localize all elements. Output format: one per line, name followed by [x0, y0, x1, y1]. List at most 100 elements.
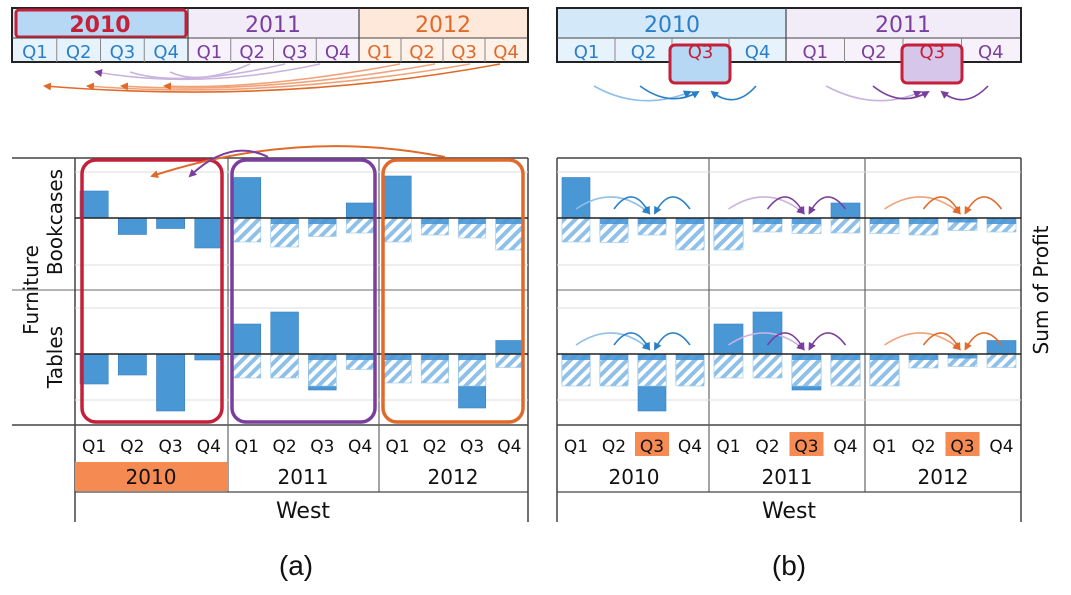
b-header-quarter-q3-2010[interactable]: Q3 — [688, 42, 714, 63]
a-bars-ghost-bookcases-2011-q4 — [345, 217, 375, 234]
header-quarter-q4-2011[interactable]: Q4 — [325, 42, 351, 63]
panel-a-header-arcs — [43, 63, 501, 93]
quarter-q3-2010-selection[interactable] — [668, 43, 732, 85]
b-bars-bar-bookcases-2010-q1 — [561, 177, 591, 219]
b-year-label-2011[interactable]: 2011 — [875, 13, 931, 38]
subcategory-label-tables: Tables — [43, 326, 67, 389]
b-quarter-axis-tick-q1-2012: Q1 — [872, 437, 896, 457]
header-quarter-q1-2010[interactable]: Q1 — [22, 42, 48, 63]
measure-label-sum-of-profit: Sum of Profit — [1029, 225, 1053, 354]
b-quarter-axis-tick-q2-2011: Q2 — [755, 437, 779, 457]
a-quarter-axis-tick-q2-2012: Q2 — [423, 437, 447, 457]
b-bars-ghost-tables-2011-q2 — [752, 353, 783, 379]
b-quarter-axis-tick-q1-2011: Q1 — [716, 437, 740, 457]
a-bars-ghost-tables-2011-q2 — [270, 353, 299, 379]
b-quarter-axis-highlight-2010 — [635, 432, 669, 456]
year-label-2012[interactable]: 2012 — [415, 13, 471, 38]
a-bars-bar-bookcases-2012-q1 — [383, 175, 412, 219]
b-arc-tables-2012 — [964, 332, 1003, 351]
b-arc-bookcases-2011 — [728, 196, 806, 215]
a-quarter-axis-tick-q3-2010: Q3 — [159, 437, 183, 457]
header-quarter-q1-2012[interactable]: Q1 — [367, 42, 393, 63]
header-quarter-q1-2011[interactable]: Q1 — [197, 42, 223, 63]
b-header-quarter-q1-2010[interactable]: Q1 — [574, 42, 600, 63]
a-bars-bar-tables-2012-q4 — [495, 340, 524, 355]
year-label-2010[interactable]: 2010 — [69, 13, 130, 38]
panel-b-header: 2010 2011 Q1 Q2 Q3 Q4 Q1 Q2 Q3 Q4 — [556, 7, 1022, 85]
b-header-quarter-q4-2010[interactable]: Q4 — [745, 42, 771, 63]
arc-2011-to-2010 — [188, 149, 269, 178]
b-arc-bookcases-2011 — [808, 196, 847, 215]
a-quarter-axis-tick-q4-2010: Q4 — [197, 437, 221, 457]
panel-a-chart: Furniture Bookcases Tables Q1 Q2 Q3 Q4 Q1 Q2 Q… — [12, 145, 529, 524]
b-header-quarter-q3-2011[interactable]: Q3 — [919, 42, 945, 63]
subcategory-label-bookcases: Bookcases — [43, 169, 67, 275]
b-year-label-2010[interactable]: 2010 — [644, 13, 700, 38]
b-header-quarter-q2-2010[interactable]: Q2 — [631, 42, 657, 63]
b-quarter-axis-tick-q3-2010: Q3 — [640, 437, 664, 457]
b-bars-ghost-tables-2012-q4 — [986, 353, 1017, 368]
year-2010-selection-box[interactable] — [14, 8, 188, 39]
quarter-q3-2011-selection[interactable] — [900, 43, 964, 85]
selection-box-2012 — [381, 158, 525, 424]
b-header-quarter-q2-2011[interactable]: Q2 — [861, 42, 887, 63]
b-header-quarter-q1-2011[interactable]: Q1 — [802, 42, 828, 63]
a-quarter-axis-tick-q1-2011: Q1 — [235, 437, 259, 457]
region-label-west: West — [276, 499, 330, 524]
year-label-2011[interactable]: 2011 — [245, 13, 301, 38]
b-quarter-axis-tick-q3-2012: Q3 — [950, 437, 974, 457]
selection-box-2010 — [80, 158, 224, 424]
b-arc-bookcases-2010 — [654, 196, 691, 215]
header-quarter-q2-2011[interactable]: Q2 — [239, 42, 265, 63]
b-arc-bookcases-2011 — [766, 196, 805, 215]
b-region-label-west: West — [762, 499, 816, 524]
b-quarter-axis-tick-q2-2010: Q2 — [602, 437, 626, 457]
b-quarter-axis-tick-q3-2011: Q3 — [794, 437, 818, 457]
a-bars-bar-bookcases-2010-q1 — [79, 190, 109, 219]
a-quarter-axis-tick-q2-2010: Q2 — [120, 437, 144, 457]
a-bars-bar-tables-2010-q1 — [79, 353, 109, 385]
b-header-quarter-q4-2011[interactable]: Q4 — [978, 42, 1004, 63]
b-quarter-axis-tick-q4-2011: Q4 — [833, 437, 857, 457]
header-quarter-q2-2012[interactable]: Q2 — [409, 42, 435, 63]
b-bars-ghost-bookcases-2010-q1 — [561, 217, 591, 243]
b-arc-bookcases-2010 — [613, 196, 650, 215]
header-quarter-q4-2010[interactable]: Q4 — [153, 42, 179, 63]
a-quarter-axis-tick-q3-2012: Q3 — [460, 437, 484, 457]
a-quarter-axis-tick-q1-2010: Q1 — [82, 437, 106, 457]
a-bars-bar-tables-2011-q1 — [232, 323, 262, 355]
a-quarter-axis-tick-q2-2011: Q2 — [273, 437, 297, 457]
panel-b-header-arcs — [593, 85, 989, 102]
caption-b: (b) — [772, 550, 806, 581]
b-arc-tables-2012 — [922, 332, 961, 351]
header-quarter-q2-2010[interactable]: Q2 — [66, 42, 92, 63]
b-arc-tables-2011 — [808, 332, 847, 351]
b-bars-ghost-bookcases-2011-q4 — [830, 217, 861, 234]
a-bars-bar-bookcases-2010-q2 — [117, 217, 147, 235]
a-quarter-axis-tick-q3-2011: Q3 — [310, 437, 334, 457]
header-quarter-q3-2010[interactable]: Q3 — [110, 42, 136, 63]
b-axis-year-2011: 2011 — [762, 465, 813, 489]
b-bars-ghost-tables-2011-q1 — [713, 353, 744, 379]
a-bars-bar-tables-2011-q2 — [270, 311, 299, 355]
b-arc-bookcases-2012 — [884, 196, 962, 215]
header-quarter-q3-2012[interactable]: Q3 — [451, 42, 477, 63]
a-bars-bar-tables-2010-q4 — [194, 353, 224, 361]
panel-a-header: 2010 2011 2012 Q1 Q2 Q3 Q4 Q1 Q2 Q3 Q4 Q1 Q2 Q3 Q4 — [11, 7, 529, 63]
b-arc-bookcases-2010 — [575, 196, 651, 215]
b-quarter-axis-tick-q2-2012: Q2 — [911, 437, 935, 457]
b-quarter-axis-highlight-2011 — [789, 432, 824, 456]
b-arc-tables-2012 — [884, 332, 962, 351]
header-quarter-q3-2011[interactable]: Q3 — [282, 42, 308, 63]
panel-b-chart: Sum of Profit Q1 Q2 Q3 Q4 Q1 Q2 Q3 Q4 Q1 Q2 Q3 Q4 2… — [556, 157, 1053, 524]
a-bars-bar-bookcases-2011-q4 — [345, 202, 375, 219]
b-bars-bar-bookcases-2011-q4 — [830, 202, 861, 219]
b-bars-bar-tables-2012-q4 — [986, 340, 1017, 355]
a-bars-bar-bookcases-2010-q3 — [156, 217, 186, 229]
header-quarter-q4-2012[interactable]: Q4 — [493, 42, 519, 63]
a-quarter-axis-tick-q4-2012: Q4 — [497, 437, 521, 457]
category-label-furniture: Furniture — [19, 245, 43, 335]
b-arc-bookcases-2012 — [922, 196, 961, 215]
a-bars-ghost-tables-2011-q1 — [232, 353, 262, 379]
